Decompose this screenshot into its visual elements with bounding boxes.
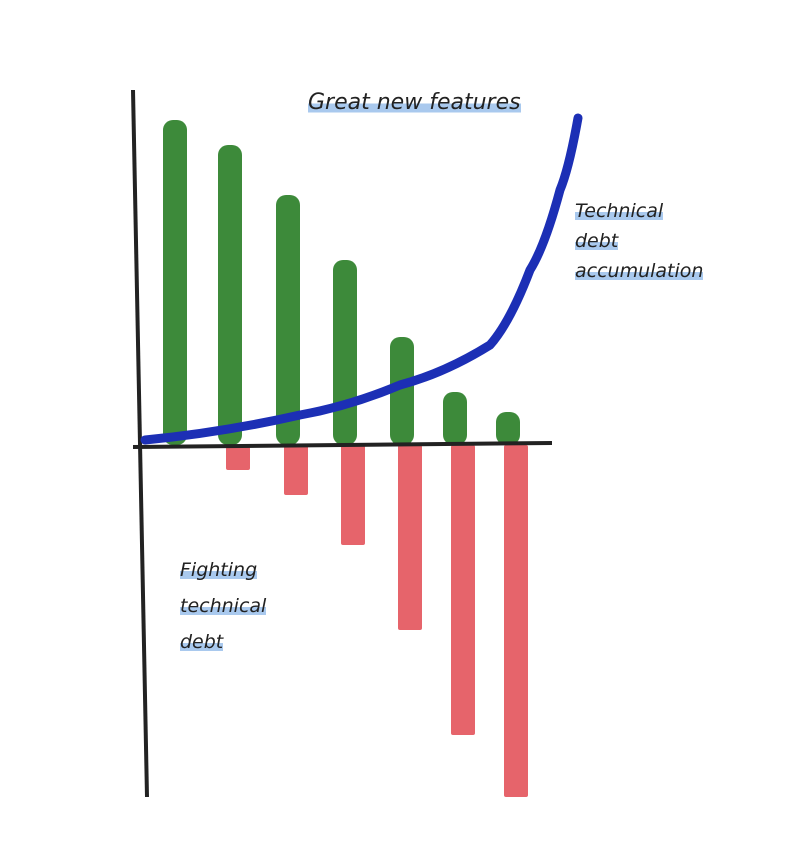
bar [333,260,357,445]
bar [398,445,422,630]
bar [163,120,187,445]
bar [390,337,414,445]
bar [276,195,300,445]
x-axis [132,441,553,449]
series-label: Great new features [308,90,521,115]
bar [504,445,528,797]
bar [284,445,308,495]
label-features: Great new features [308,86,588,120]
bar [226,445,250,470]
bar [443,392,467,445]
bar [496,412,520,445]
label-fighting: Fighting technical debt [180,552,315,660]
bar [341,445,365,545]
series-label: Technical debt accumulation [575,200,704,282]
series-label: Fighting technical debt [180,559,267,653]
y-axis [131,89,149,798]
line [140,113,583,445]
bar [451,445,475,735]
bar [218,145,242,445]
label-accumulation: Technical debt accumulation [575,196,710,286]
